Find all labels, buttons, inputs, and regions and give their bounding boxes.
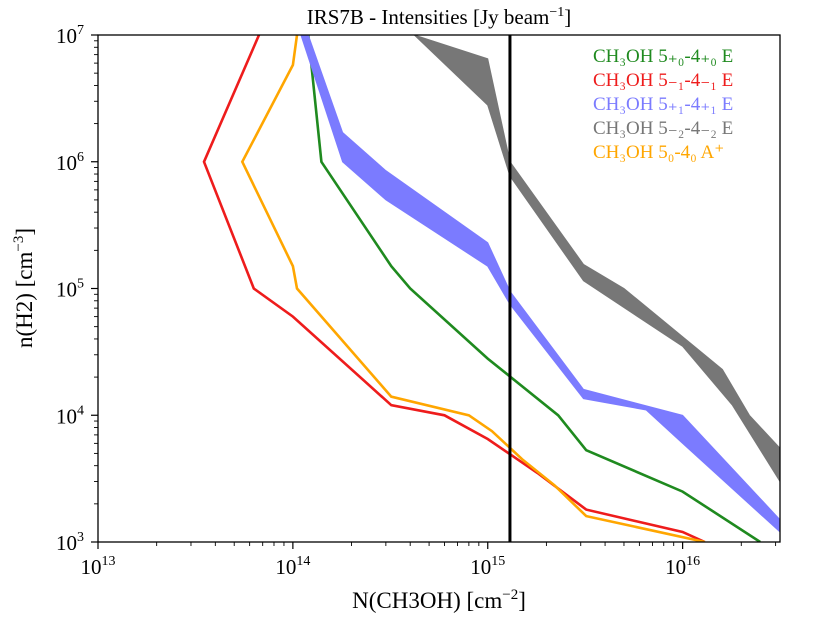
y-axis-label: n(H2) [cm−3]	[11, 228, 37, 348]
x-tick-label: 1015	[470, 554, 505, 579]
y-tick-label: 105	[56, 277, 84, 302]
y-tick-label: 106	[56, 150, 84, 175]
series-1-line	[307, 35, 761, 542]
y-tick-label: 103	[56, 530, 84, 555]
series-4-band	[413, 35, 780, 483]
y-tick-label: 104	[56, 403, 84, 428]
series-2-line	[202, 35, 706, 542]
y-tick-label: 107	[56, 23, 84, 48]
x-tick-label: 1013	[81, 554, 116, 579]
legend-entry-5: CH₃OH 5₀-4₀ A⁺	[593, 142, 724, 163]
series-layer	[202, 35, 780, 542]
legend: CH₃OH 5₊₀-4₊₀ E CH₃OH 5₋₁-4₋₁ E CH₃OH 5₊₁-…	[593, 46, 733, 163]
chart-title: IRS7B - Intensities [Jy beam−1]	[307, 5, 572, 29]
tick-layer: 1013 1014 1015 1016 103 104 105 106 107	[56, 23, 777, 579]
series-3-band	[300, 35, 780, 533]
legend-entry-4: CH₃OH 5₋₂-4₋₂ E	[593, 118, 733, 139]
legend-entry-3: CH₃OH 5₊₁-4₊₁ E	[593, 94, 733, 115]
x-axis-label: N(CH3OH) [cm−2]	[352, 587, 526, 613]
legend-entry-1: CH₃OH 5₊₀-4₊₀ E	[593, 46, 733, 67]
x-tick-label: 1014	[275, 554, 310, 579]
legend-entry-2: CH₃OH 5₋₁-4₋₁ E	[593, 70, 733, 91]
series-5-line	[240, 35, 706, 542]
x-tick-label: 1016	[665, 554, 700, 579]
